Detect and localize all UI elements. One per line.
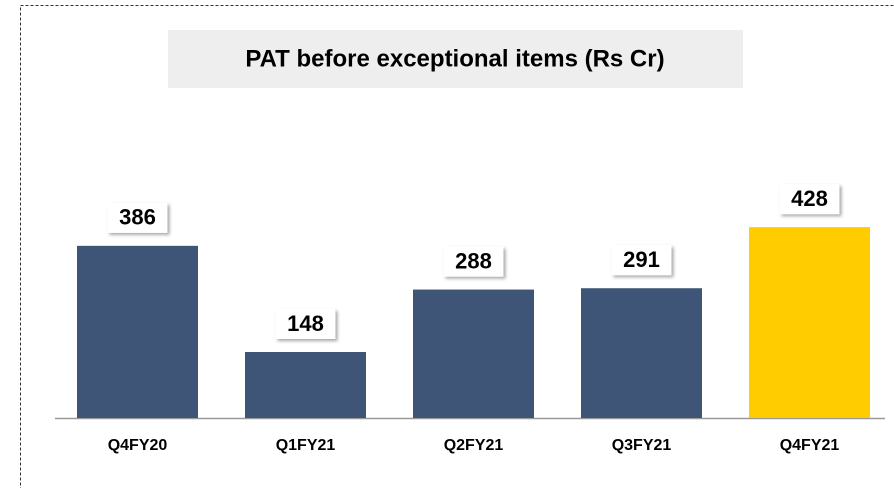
value-label: 428: [791, 186, 828, 211]
chart-title: PAT before exceptional items (Rs Cr): [245, 45, 664, 72]
bar: [413, 289, 534, 418]
value-label: 148: [287, 311, 324, 336]
x-tick-label: Q3FY21: [612, 437, 672, 454]
bar: [77, 245, 198, 418]
title-box: [168, 30, 743, 88]
bar: [245, 351, 366, 418]
x-tick-label: Q2FY21: [444, 437, 504, 454]
value-label-box: [443, 246, 504, 277]
bar: [581, 288, 702, 418]
value-label-box: [611, 245, 672, 276]
x-tick-label: Q4FY21: [780, 437, 840, 454]
value-label: 386: [119, 205, 156, 230]
x-tick-label: Q1FY21: [276, 437, 336, 454]
value-label-box: [107, 202, 168, 233]
x-tick-label: Q4FY20: [108, 437, 168, 454]
frame: [20, 5, 894, 488]
bar: [749, 227, 870, 418]
value-label-box: [275, 308, 336, 339]
value-label: 288: [455, 248, 492, 273]
value-label: 291: [623, 247, 660, 272]
value-label-box: [779, 184, 840, 215]
